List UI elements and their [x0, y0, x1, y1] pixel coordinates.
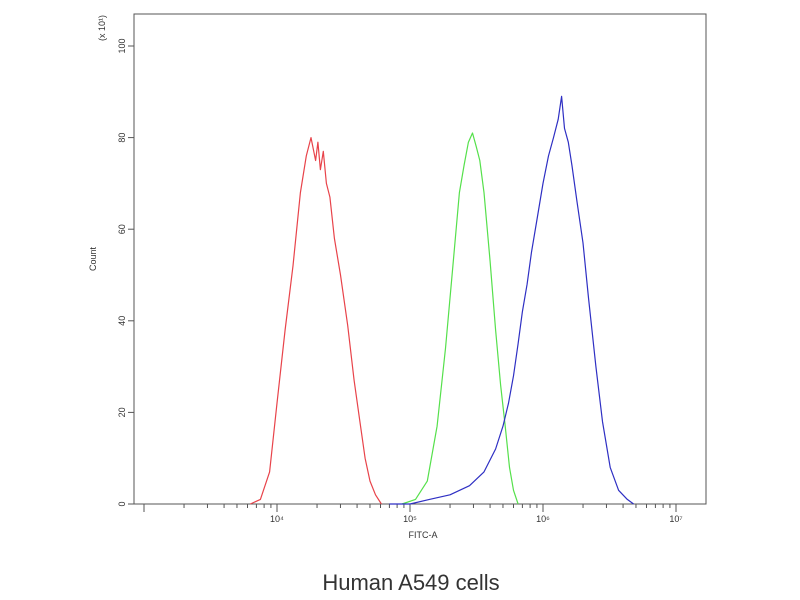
x-tick-label: 10⁶ [536, 514, 550, 524]
y-tick-label: 20 [117, 407, 127, 417]
y-tick-label: 60 [117, 224, 127, 234]
x-axis: 10⁴ 10⁵ 10⁶ 10⁷ [143, 504, 683, 524]
series-line-blue [389, 95, 634, 505]
series-layer [250, 95, 634, 505]
y-tick-label: 80 [117, 133, 127, 143]
chart-caption: Human A549 cells [322, 570, 499, 595]
y-tick-label: 40 [117, 316, 127, 326]
x-axis-title: FITC-A [409, 530, 438, 540]
x-tick-label: 10⁷ [669, 514, 682, 524]
y-tick-label: 100 [117, 38, 127, 53]
plot-frame [133, 13, 707, 505]
x-tick-label: 10⁴ [270, 514, 284, 524]
series-line-red [250, 137, 382, 505]
x-tick-label: 10⁵ [403, 514, 417, 524]
y-multiplier-label: (x 10¹) [97, 15, 107, 41]
y-axis: 0 20 40 60 80 100 [117, 38, 134, 507]
y-tick-label: 0 [117, 501, 127, 506]
y-axis-title: Count [88, 247, 98, 272]
